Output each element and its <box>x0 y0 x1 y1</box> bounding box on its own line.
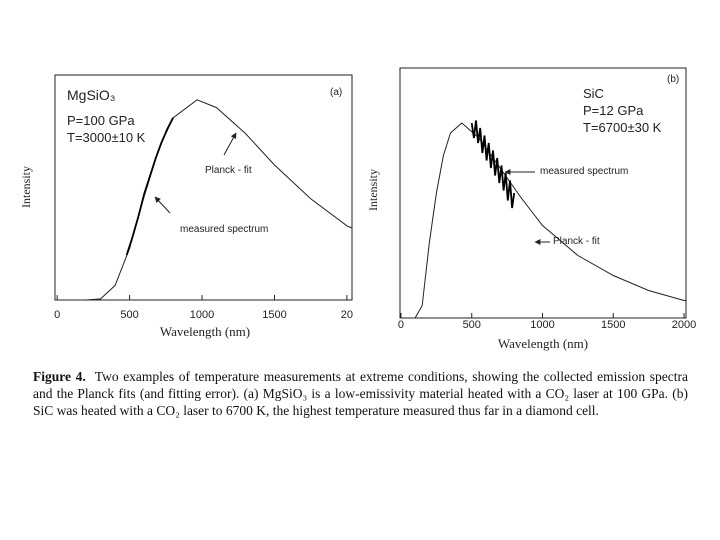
x-tick-label: 500 <box>463 319 481 331</box>
x-tick-label: 500 <box>120 309 138 321</box>
x-tick-label: 0 <box>54 309 60 321</box>
x-axis-label: Wavelength (nm) <box>160 324 250 339</box>
measured-line <box>470 120 516 209</box>
arrow <box>223 132 237 156</box>
figure: 0 500 1000 1500 20 Wavelength (nm) Intensity Mg… <box>19 67 696 351</box>
y-axis-label: Intensity <box>366 169 380 211</box>
annotation: MgSiO₃ <box>67 87 116 103</box>
x-axis-label: Wavelength (nm) <box>498 336 588 351</box>
annotation: P=100 GPa <box>67 113 135 128</box>
x-tick-label: 1500 <box>262 309 286 321</box>
arrow <box>154 196 171 214</box>
plot-frame <box>54 74 353 301</box>
x-tick-label: 20 <box>341 309 353 321</box>
caption-label: Figure 4. <box>33 369 86 384</box>
x-tick-label: 1500 <box>601 319 625 331</box>
annotation: P=12 GPa <box>583 103 644 118</box>
x-tick-label: 2000 <box>672 319 696 331</box>
y-axis-label: Intensity <box>19 166 33 208</box>
fit-line <box>414 122 686 319</box>
annotation: measured spectrum <box>180 224 268 235</box>
annotation: (a) <box>330 87 342 98</box>
annotation: T=3000±10 K <box>67 130 146 145</box>
annotation: (b) <box>667 74 679 85</box>
fit-line <box>86 99 353 301</box>
annotation: SiC <box>583 86 604 101</box>
annotation: Planck - fit <box>553 236 600 247</box>
caption-text: Two examples of temperature measurements… <box>33 369 688 418</box>
annotation: Planck - fit <box>205 165 252 176</box>
x-tick-label: 1000 <box>190 309 214 321</box>
annotation: T=6700±30 K <box>583 120 662 135</box>
caption: Figure 4. Two examples of temperature me… <box>33 368 688 419</box>
x-tick-label: 1000 <box>530 319 554 331</box>
measured-line <box>125 117 174 256</box>
x-tick-label: 0 <box>398 319 404 331</box>
annotation: measured spectrum <box>540 166 628 177</box>
